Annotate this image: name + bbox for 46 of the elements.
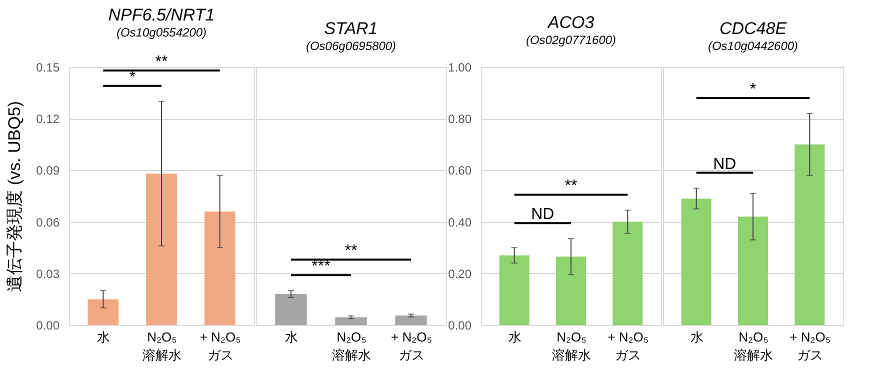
chart-title: NPF6.5/NRT1 bbox=[108, 5, 215, 24]
chart-subtitle: (Os02g0771600) bbox=[526, 33, 616, 47]
x-tick-label: + N₂O₅ ガス bbox=[608, 330, 649, 362]
annotation: * bbox=[750, 80, 756, 98]
bar bbox=[146, 174, 177, 325]
annotation: ** bbox=[564, 178, 578, 195]
y-tick-label: 0.00 bbox=[36, 318, 60, 332]
y-tick-label: 0.00 bbox=[448, 318, 472, 332]
annotation: * bbox=[129, 68, 136, 86]
y-tick-label: 0.12 bbox=[36, 112, 60, 126]
x-tick-label: 水 bbox=[508, 330, 522, 344]
y-tick-label: 0.60 bbox=[448, 164, 472, 178]
annotation: ** bbox=[344, 242, 358, 260]
chart-subtitle: (Os10g0554200) bbox=[116, 25, 207, 40]
bar bbox=[556, 256, 586, 325]
chart-title: ACO3 bbox=[546, 13, 595, 32]
x-tick-label: N₂O₅ 溶解水 bbox=[552, 330, 591, 362]
x-tick-label: + N₂O₅ ガス bbox=[391, 330, 432, 362]
chart-subtitle: (Os06g0695800) bbox=[306, 39, 396, 53]
x-tick-label: N₂O₅ 溶解水 bbox=[332, 330, 371, 362]
annotation: ND bbox=[713, 156, 736, 173]
x-tick-label: 水 bbox=[285, 330, 298, 344]
y-tick-label: 0.03 bbox=[36, 266, 60, 281]
y-tick-label: 1.00 bbox=[448, 60, 472, 74]
chart-title: CDC48E bbox=[719, 19, 788, 38]
y-tick-label: 0.80 bbox=[448, 112, 472, 126]
y-tick-label: 0.20 bbox=[448, 266, 472, 281]
x-tick-label: + N₂O₅ ガス bbox=[200, 330, 241, 362]
x-tick-label: N₂O₅ 溶解水 bbox=[734, 330, 773, 362]
x-tick-label: 水 bbox=[690, 330, 704, 344]
y-tick-label: 0.40 bbox=[448, 215, 472, 230]
y-axis-title: 遺伝子発現度 (vs. UBQ5) bbox=[5, 101, 24, 292]
x-tick-label: + N₂O₅ ガス bbox=[790, 330, 831, 362]
x-tick-label: N₂O₅ 溶解水 bbox=[142, 330, 182, 362]
bar bbox=[499, 255, 530, 325]
chart-title: STAR1 bbox=[324, 19, 378, 38]
x-tick-label: 水 bbox=[97, 330, 110, 344]
chart-subtitle: (Os10g0442600) bbox=[708, 39, 798, 53]
annotation: ** bbox=[155, 53, 168, 70]
bar bbox=[204, 211, 236, 325]
bar bbox=[88, 299, 119, 325]
y-tick-label: 0.09 bbox=[36, 164, 60, 178]
y-tick-label: 0.06 bbox=[36, 215, 60, 230]
y-tick-label: 0.15 bbox=[36, 60, 60, 74]
bar bbox=[612, 222, 643, 325]
annotation: ND bbox=[531, 206, 554, 224]
